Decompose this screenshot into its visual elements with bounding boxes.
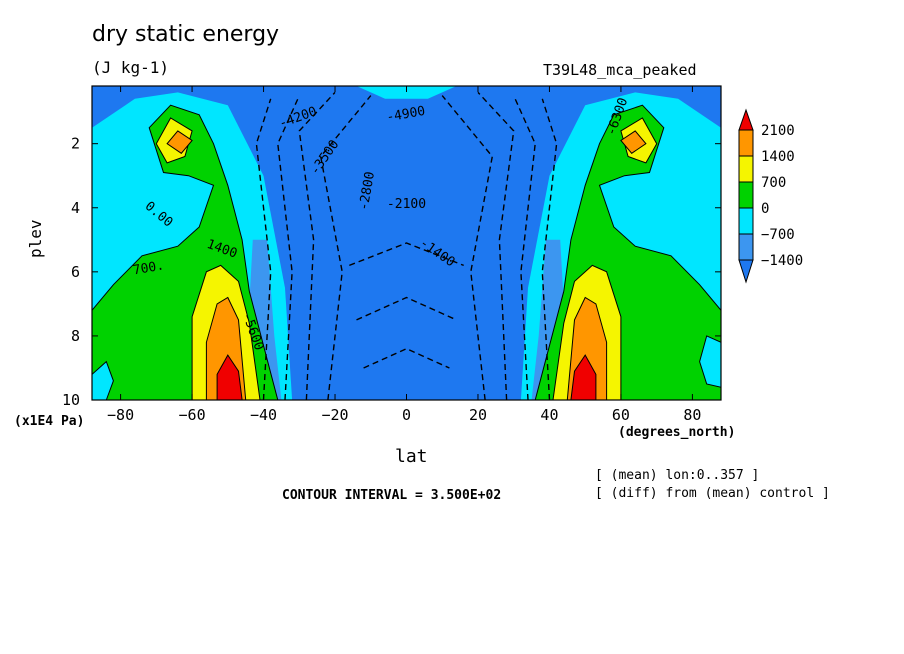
colorbar-segment--700_0: [738, 207, 754, 235]
y-tick-label-3: 8: [71, 327, 80, 345]
colorbar-label-1: 1400: [761, 149, 795, 165]
x-tick-label-5: 20: [469, 406, 487, 424]
colorbar-segment-700_1400: [738, 155, 754, 183]
colorbar-segment-1400_2100: [738, 129, 754, 157]
contour-line-5: [513, 95, 536, 400]
contour-line-6: [477, 91, 515, 400]
colorbar-label-3: 0: [761, 201, 769, 217]
region-6-gt_2100: [216, 354, 243, 400]
contour-line-2: [298, 91, 336, 400]
colorbar-segment--1400_-700: [738, 233, 754, 261]
x-tick-label-1: −60: [179, 406, 206, 424]
y-axis-label: plev: [26, 219, 45, 258]
contour-label-4: -2100: [387, 197, 426, 212]
contour-line-4: [541, 98, 558, 400]
colorbar-label-2: 700: [761, 175, 786, 191]
region-12--700_0: [92, 360, 114, 400]
top-fill: [356, 86, 457, 99]
contour-line-7: [441, 95, 494, 400]
colorbar-bottom-arrow: [738, 259, 754, 284]
axes: −80 −60 −40 −20 0 20 40 60 80 2 4 6 8 10: [62, 86, 721, 424]
y-tick-label-1: 4: [71, 199, 80, 217]
colorbar: 2100 1400 700 0 −700 −1400: [738, 108, 803, 284]
region-11-1400_2100: [620, 130, 647, 154]
y-axis-units: (x1E4 Pa): [14, 414, 85, 429]
region-13--700_0: [699, 335, 721, 388]
note-diff-control: [ (diff) from (mean) control ]: [595, 486, 830, 501]
x-axis-label: lat: [395, 446, 428, 467]
y-tick-label-2: 6: [71, 263, 80, 281]
contour-interval: CONTOUR INTERVAL = 3.500E+02: [282, 488, 502, 503]
contour-lines: [255, 91, 558, 400]
region-7-gt_2100: [570, 354, 597, 400]
x-tick-label-8: 80: [683, 406, 701, 424]
run-name: T39L48_mca_peaked: [543, 61, 697, 79]
contour-line-10: [349, 242, 464, 267]
contour-line-8: [363, 347, 450, 369]
contour-line-3: [319, 95, 372, 400]
x-tick-label-7: 60: [612, 406, 630, 424]
colorbar-label-4: −700: [761, 227, 795, 243]
contour-line-0: [255, 98, 272, 400]
contour-line-9: [356, 296, 457, 321]
colorbar-top-arrow: [738, 108, 754, 131]
x-tick-label-3: −20: [321, 406, 348, 424]
x-tick-label-4: 0: [402, 406, 411, 424]
y-tick-label-4: 10: [62, 391, 80, 409]
colorbar-label-5: −1400: [761, 253, 803, 269]
contour-label-1: -4900: [385, 104, 426, 126]
note-mean-lon: [ (mean) lon:0..357 ]: [595, 468, 760, 483]
x-tick-label-2: −40: [250, 406, 277, 424]
x-tick-label-6: 40: [540, 406, 558, 424]
colorbar-segment-0_700: [738, 181, 754, 209]
contour-fills: [92, 86, 721, 400]
contour-label-7: 700.: [132, 258, 165, 278]
region-10-1400_2100: [166, 130, 193, 154]
x-axis-units: (degrees_north): [618, 425, 736, 440]
chart-title: dry static energy: [92, 22, 280, 47]
colorbar-label-0: 2100: [761, 123, 795, 139]
contour-label-3: -2800: [357, 171, 379, 212]
chart-units: (J kg-1): [92, 58, 170, 77]
contour-line-1: [277, 95, 300, 400]
y-tick-label-0: 2: [71, 135, 80, 153]
x-tick-label-0: −80: [107, 406, 134, 424]
